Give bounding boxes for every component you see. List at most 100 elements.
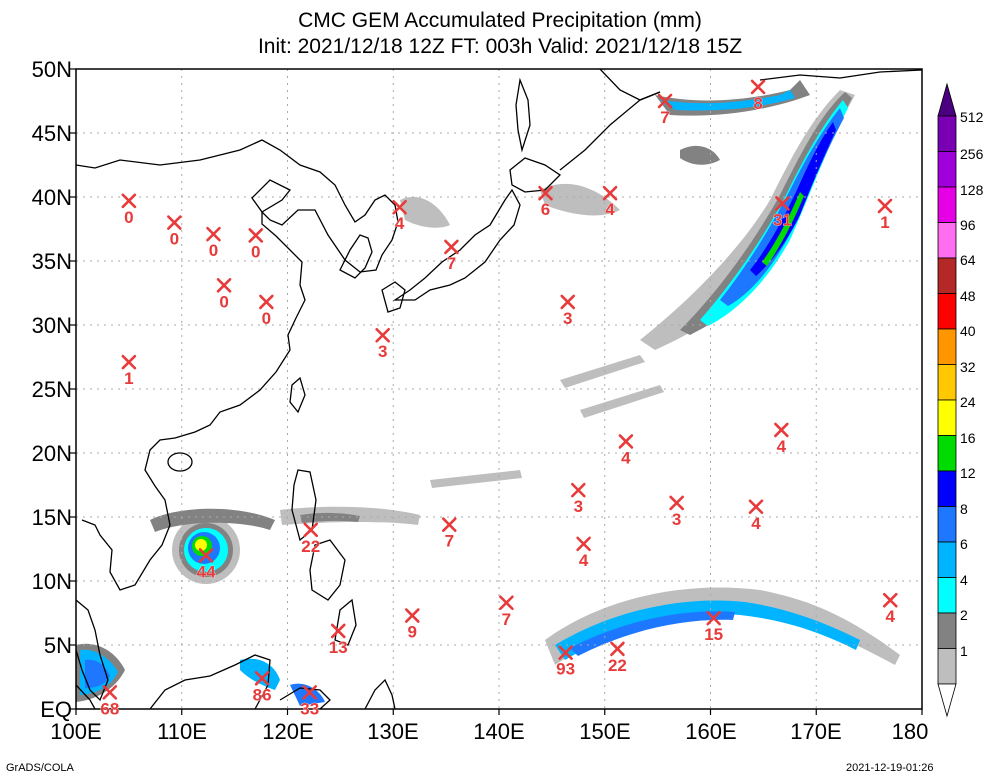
station-value: 3 — [563, 309, 572, 328]
station-marker-icon — [775, 196, 790, 211]
lat-tick-label: 15N — [31, 505, 72, 530]
lat-tick-label: 45N — [31, 121, 72, 146]
station-marker-icon — [571, 482, 586, 498]
map-title: CMC GEM Accumulated Precipitation (mm) — [298, 9, 702, 32]
colorbar-label: 1 — [960, 643, 968, 659]
station-value: 3 — [378, 342, 387, 361]
station-marker-icon — [392, 199, 407, 215]
station-marker-icon — [302, 685, 318, 700]
station-value: 6 — [541, 200, 550, 219]
station-value: 7 — [445, 532, 454, 551]
station: 0 — [216, 278, 232, 312]
station: 0 — [121, 193, 137, 227]
station: 0 — [167, 215, 182, 249]
map-field — [76, 69, 922, 709]
station: 44 — [196, 548, 216, 582]
precip-field — [76, 80, 900, 706]
station-value: 1 — [124, 369, 133, 388]
station: 31 — [773, 196, 792, 230]
station-marker-icon — [167, 215, 182, 230]
station: 4 — [774, 422, 789, 456]
station: 7 — [441, 517, 457, 551]
station-value: 4 — [886, 607, 896, 626]
station: 33 — [300, 685, 319, 719]
station: 4 — [392, 199, 407, 234]
colorbar-label: 96 — [960, 217, 976, 233]
station-value: 1 — [880, 213, 889, 232]
station: 0 — [206, 226, 221, 260]
station-marker-icon — [657, 93, 673, 109]
colorbar-label: 4 — [960, 572, 968, 588]
colorbar-swatch — [937, 293, 957, 330]
station-marker-icon — [576, 536, 591, 552]
lat-tick-label: 30N — [31, 313, 72, 338]
colorbar-label: 8 — [960, 501, 968, 517]
lat-tick-label: 35N — [31, 249, 72, 274]
station: 6 — [538, 185, 553, 219]
station-marker-icon — [303, 522, 319, 538]
station: 7 — [657, 93, 673, 127]
colorbar-swatch — [937, 612, 957, 649]
colorbar-swatch — [937, 470, 957, 507]
station-marker-icon — [441, 517, 457, 532]
station-marker-icon — [206, 226, 221, 242]
colorbar-label: 16 — [960, 430, 976, 446]
lon-tick-label: 160E — [685, 719, 737, 744]
station-marker-icon — [560, 294, 576, 310]
station: 3 — [571, 482, 586, 516]
station-value: 22 — [608, 656, 627, 675]
station: 4 — [882, 592, 898, 627]
lon-tick-label: 100E — [50, 719, 102, 744]
lat-tick-label: 40N — [31, 185, 72, 210]
station-value: 0 — [209, 241, 218, 260]
lon-tick-label: 180 — [891, 719, 929, 744]
station-value: 7 — [447, 254, 456, 273]
footer-credit: GrADS/COLA — [6, 762, 74, 774]
station: 1 — [121, 354, 137, 388]
station-value: 0 — [170, 230, 179, 249]
station-value: 4 — [579, 551, 589, 570]
station-marker-icon — [748, 499, 764, 515]
station-value: 15 — [704, 625, 723, 644]
station-marker-icon — [198, 548, 214, 563]
lat-tick-label: 25N — [31, 377, 72, 402]
station: 13 — [328, 623, 348, 657]
lon-tick-label: 140E — [473, 719, 525, 744]
station-value: 4 — [395, 214, 405, 233]
colorbar-swatch — [937, 399, 957, 436]
station-marker-icon — [669, 495, 684, 511]
station: 9 — [404, 608, 420, 642]
colorbar-label: 40 — [960, 323, 976, 339]
station: 4 — [576, 536, 591, 570]
station: 7 — [499, 595, 514, 629]
lon-tick-label: 110E — [157, 719, 207, 744]
colorbar-label: 2 — [960, 607, 968, 623]
station-value: 4 — [621, 448, 631, 467]
lat-tick-label: 50N — [31, 57, 72, 82]
station-marker-icon — [877, 198, 893, 214]
colorbar-label: 32 — [960, 359, 976, 375]
station-marker-icon — [750, 79, 766, 95]
station-value: 8 — [753, 94, 762, 113]
colorbar-swatch — [937, 364, 957, 401]
map-subtitle: Init: 2021/12/18 12Z FT: 003h Valid: 202… — [257, 35, 743, 58]
footer-timestamp: 2021-12-19-01:26 — [846, 762, 934, 774]
station: 22 — [301, 522, 321, 556]
lat-tick-label: 10N — [31, 569, 72, 594]
colorbar-label: 128 — [960, 182, 984, 198]
station-marker-icon — [444, 239, 459, 255]
station-marker-icon — [121, 193, 137, 209]
station-value: 4 — [605, 200, 615, 219]
lat-tick-label: 20N — [31, 441, 72, 466]
station: 15 — [704, 610, 723, 644]
station-value: 0 — [251, 242, 260, 261]
station-value: 7 — [660, 108, 669, 127]
station: 3 — [669, 495, 684, 529]
station: 3 — [375, 327, 390, 362]
station-value: 7 — [502, 610, 511, 629]
lat-tick-label: 5N — [43, 633, 72, 658]
lon-tick-label: 170E — [790, 719, 842, 744]
station-value: 22 — [301, 537, 320, 556]
station-value: 9 — [408, 623, 417, 642]
station-value: 4 — [777, 437, 787, 456]
